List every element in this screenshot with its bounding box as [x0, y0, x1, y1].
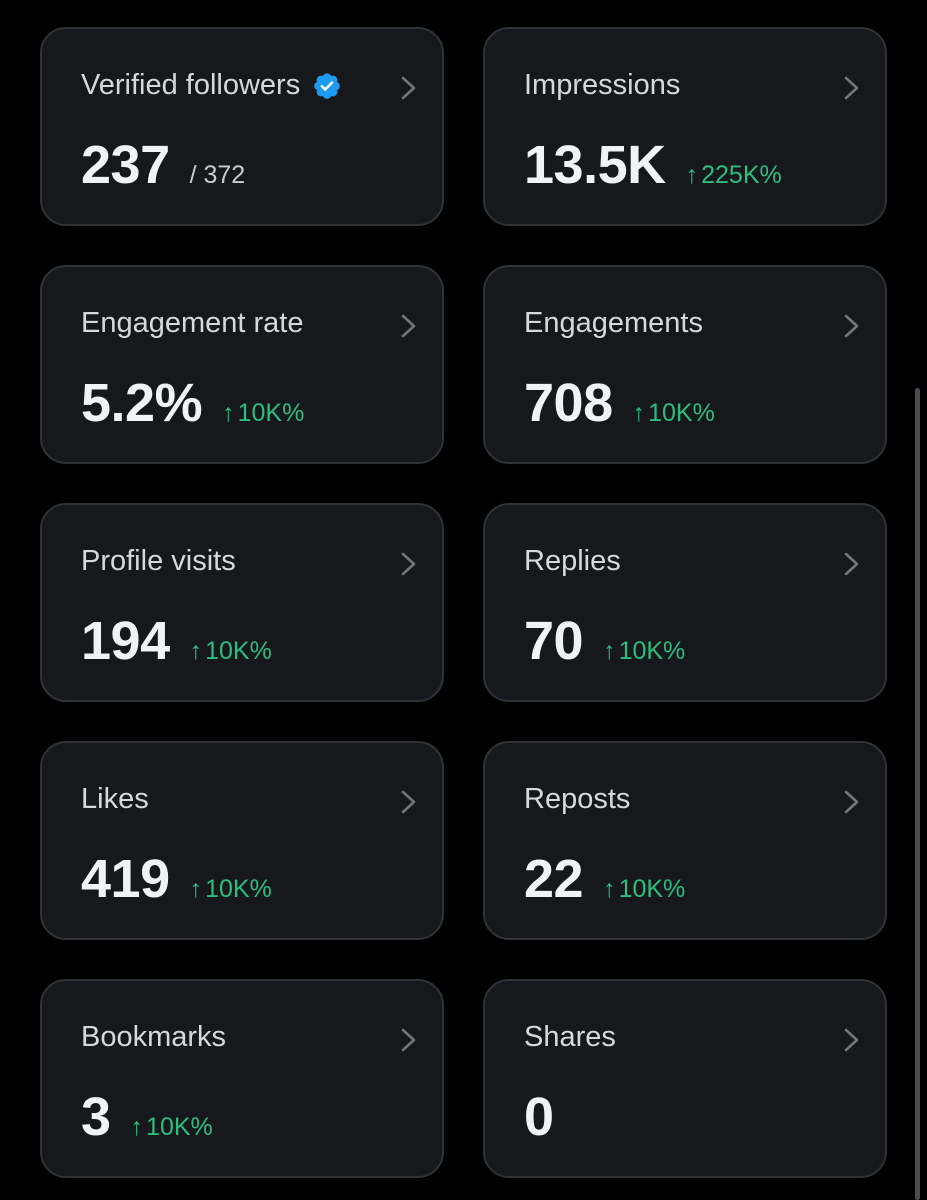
metric-value: 708	[524, 373, 613, 433]
chevron-right-icon	[401, 552, 416, 576]
metric-change-value: 10K%	[205, 637, 272, 665]
value-row: 5.2% ↑ 10K%	[81, 372, 304, 434]
value-row: 419 ↑ 10K%	[81, 848, 272, 910]
metric-value: 194	[81, 611, 170, 671]
value-row: 22 ↑ 10K%	[524, 848, 685, 910]
arrow-up-icon: ↑	[189, 637, 203, 665]
metric-value: 22	[524, 849, 584, 909]
metric-change: ↑ 10K%	[190, 875, 272, 904]
chevron-right-icon	[401, 314, 416, 338]
card-reposts[interactable]: Reposts 22 ↑ 10K%	[483, 741, 887, 940]
card-engagement-rate[interactable]: Engagement rate 5.2% ↑ 10K%	[40, 265, 444, 464]
card-title: Engagements	[524, 307, 703, 339]
card-likes[interactable]: Likes 419 ↑ 10K%	[40, 741, 444, 940]
metric-value: 0	[524, 1087, 554, 1147]
card-shares[interactable]: Shares 0	[483, 979, 887, 1178]
metric-change-value: 225K%	[701, 161, 782, 189]
card-bookmarks[interactable]: Bookmarks 3 ↑ 10K%	[40, 979, 444, 1178]
card-verified-followers[interactable]: Verified followers 237 / 372	[40, 27, 444, 226]
chevron-right-icon	[401, 76, 416, 100]
arrow-up-icon: ↑	[189, 875, 203, 903]
metric-value: 70	[524, 611, 584, 671]
chevron-right-icon	[844, 314, 859, 338]
verified-badge-icon	[314, 72, 341, 99]
arrow-up-icon: ↑	[603, 637, 616, 665]
arrow-up-icon: ↑	[130, 1113, 144, 1141]
card-title-row: Engagements	[524, 307, 703, 340]
metric-change: ↑ 10K%	[633, 399, 715, 428]
chevron-right-icon	[844, 552, 859, 576]
card-title-row: Likes	[81, 783, 149, 816]
metric-change-value: 10K%	[648, 399, 715, 427]
chevron-right-icon	[844, 790, 859, 814]
card-title-row: Engagement rate	[81, 307, 303, 340]
value-row: 3 ↑ 10K%	[81, 1086, 213, 1148]
value-row: 708 ↑ 10K%	[524, 372, 715, 434]
metric-change: ↑ 10K%	[190, 637, 272, 666]
metrics-grid: Verified followers 237 / 372 Impressions…	[40, 27, 887, 1178]
arrow-up-icon: ↑	[603, 875, 616, 903]
card-title-row: Profile visits	[81, 545, 236, 578]
metric-change-value: 10K%	[146, 1113, 213, 1141]
card-title: Reposts	[524, 783, 631, 815]
card-title-row: Shares	[524, 1021, 616, 1054]
card-title: Likes	[81, 783, 149, 815]
value-row: 70 ↑ 10K%	[524, 610, 685, 672]
chevron-right-icon	[844, 76, 859, 100]
chevron-right-icon	[401, 790, 416, 814]
card-title-row: Impressions	[524, 69, 680, 102]
chevron-right-icon	[401, 1028, 416, 1052]
value-row: 0	[524, 1086, 554, 1148]
metric-value: 3	[81, 1087, 111, 1147]
card-title: Engagement rate	[81, 307, 304, 339]
metric-value: 13.5K	[524, 135, 666, 195]
value-row: 13.5K ↑ 225K%	[524, 134, 782, 196]
arrow-up-icon: ↑	[222, 399, 235, 427]
card-title-row: Reposts	[524, 783, 630, 816]
card-engagements[interactable]: Engagements 708 ↑ 10K%	[483, 265, 887, 464]
value-row: 237 / 372	[81, 134, 245, 196]
arrow-up-icon: ↑	[685, 161, 699, 189]
metric-change-value: 10K%	[237, 399, 305, 427]
card-title: Verified followers	[81, 69, 301, 101]
scrollbar[interactable]	[915, 388, 920, 1200]
metric-change: ↑ 10K%	[222, 399, 304, 428]
arrow-up-icon: ↑	[632, 399, 646, 427]
metric-value: 237	[81, 135, 170, 195]
card-title-row: Bookmarks	[81, 1021, 226, 1054]
card-replies[interactable]: Replies 70 ↑ 10K%	[483, 503, 887, 702]
metric-change: ↑ 10K%	[131, 1113, 213, 1142]
card-title-row: Verified followers	[81, 69, 342, 102]
metric-change-value: 10K%	[618, 875, 686, 903]
card-title: Shares	[524, 1021, 616, 1053]
card-title: Replies	[524, 545, 621, 577]
chevron-right-icon	[844, 1028, 859, 1052]
metric-change: ↑ 10K%	[603, 637, 685, 666]
metric-total: / 372	[189, 161, 246, 189]
metric-value: 5.2%	[81, 373, 203, 433]
metric-change-value: 10K%	[618, 637, 686, 665]
card-title: Impressions	[524, 69, 681, 101]
metric-change: ↑ 225K%	[686, 161, 782, 190]
metric-value: 419	[81, 849, 170, 909]
card-profile-visits[interactable]: Profile visits 194 ↑ 10K%	[40, 503, 444, 702]
card-title: Bookmarks	[81, 1021, 227, 1053]
metric-change-value: 10K%	[205, 875, 272, 903]
card-impressions[interactable]: Impressions 13.5K ↑ 225K%	[483, 27, 887, 226]
metric-change: ↑ 10K%	[603, 875, 685, 904]
value-row: 194 ↑ 10K%	[81, 610, 272, 672]
card-title-row: Replies	[524, 545, 621, 578]
card-title: Profile visits	[81, 545, 236, 577]
